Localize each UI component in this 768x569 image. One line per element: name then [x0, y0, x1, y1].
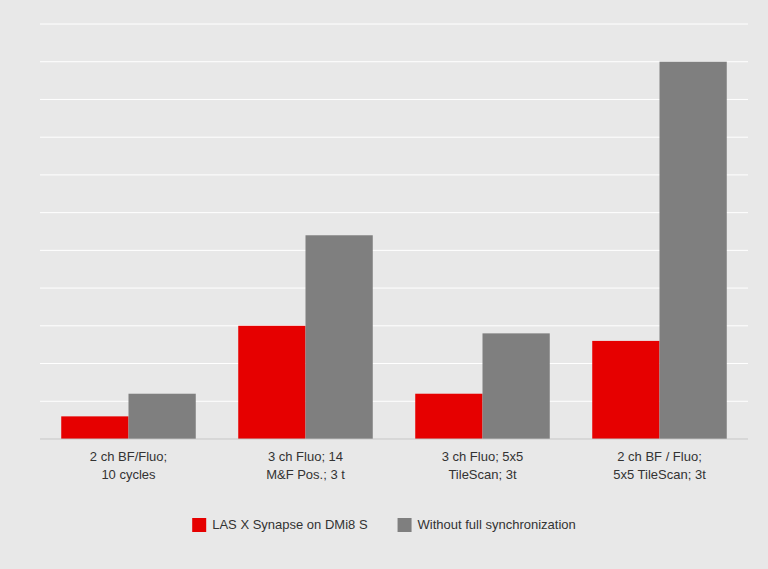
grid: [40, 24, 748, 439]
bar: [238, 326, 305, 439]
grid-line: [40, 439, 748, 440]
grid-line: [40, 137, 748, 138]
legend-label: Without full synchronization: [418, 517, 576, 532]
bar: [592, 341, 659, 439]
grid-line: [40, 212, 748, 213]
grid-line: [40, 174, 748, 175]
bar: [483, 333, 550, 439]
bar: [660, 62, 727, 439]
legend: LAS X Synapse on DMi8 S Without full sync…: [192, 517, 576, 532]
grid-line: [40, 99, 748, 100]
bar: [129, 394, 196, 439]
grid-line: [40, 24, 748, 25]
bar: [61, 416, 128, 439]
background: [0, 0, 768, 569]
x-tick-label: 2 ch BF/Fluo;10 cycles: [90, 449, 167, 482]
x-tick-label: 2 ch BF / Fluo;5x5 TileScan; 3t: [613, 449, 706, 482]
bars: [61, 62, 727, 439]
baseline: [40, 439, 748, 440]
x-tick-label: 3 ch Fluo; 5x5TileScan; 3t: [442, 449, 524, 482]
legend-swatch: [192, 518, 206, 532]
bar: [306, 235, 373, 439]
bar: [415, 394, 482, 439]
legend-swatch: [398, 518, 412, 532]
grid-line: [40, 61, 748, 62]
grid-line: [40, 288, 748, 289]
chart: 2 ch BF/Fluo;10 cycles 3 ch Fluo; 14M&F P…: [0, 0, 768, 569]
grid-line: [40, 250, 748, 251]
legend-label: LAS X Synapse on DMi8 S: [212, 517, 368, 532]
x-tick-label: 3 ch Fluo; 14M&F Pos.; 3 t: [266, 449, 345, 482]
grid-line: [40, 325, 748, 326]
